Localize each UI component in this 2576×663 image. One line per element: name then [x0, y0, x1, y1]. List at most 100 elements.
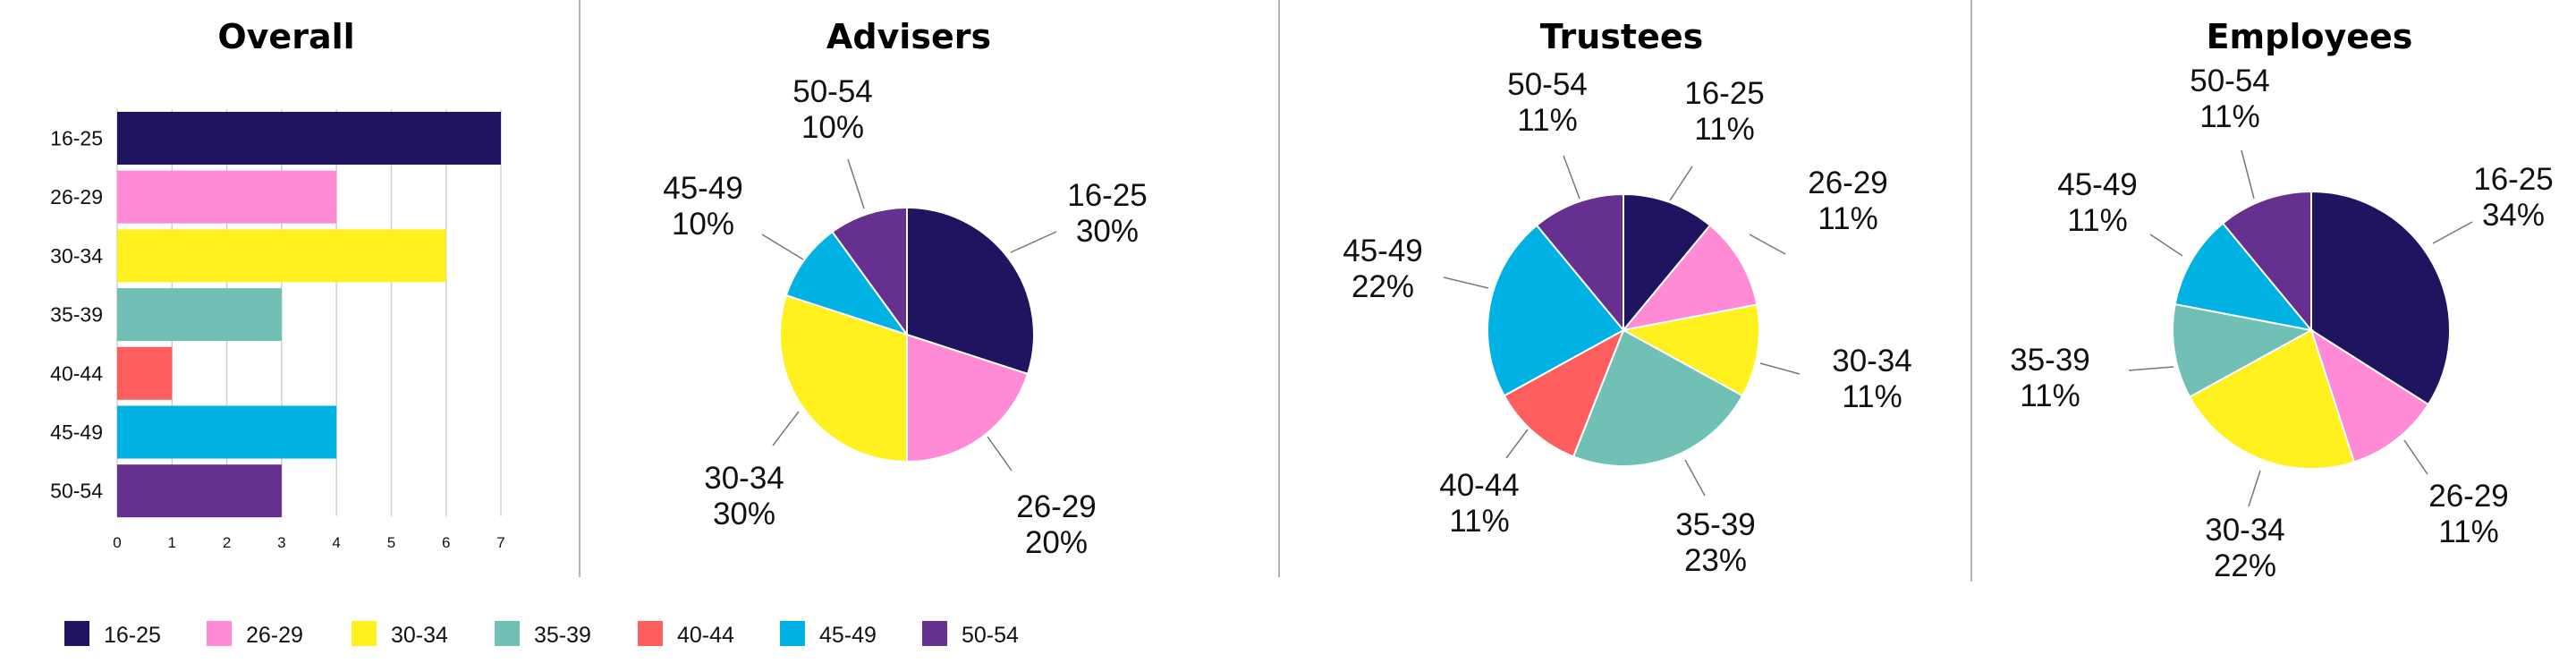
x-tick-label: 1 — [168, 534, 176, 551]
pie-slice-50-54 — [831, 206, 908, 338]
leader-line — [1749, 234, 1786, 255]
bar-30-34 — [117, 229, 446, 283]
legend-label: 40-44 — [677, 623, 734, 648]
slice-value-label: 20% — [1025, 525, 1088, 560]
pie-slice-16-25 — [906, 206, 1035, 376]
legend-label: 50-54 — [962, 623, 1019, 648]
trustees-pie-chart: Trustees16-2511%26-2911%30-3411%35-3923%… — [1343, 17, 1912, 578]
slice-label: 35-39 — [1675, 507, 1756, 542]
x-tick-label: 6 — [442, 534, 450, 551]
slice-value-label: 11% — [2067, 203, 2127, 238]
legend-swatch-40-44 — [638, 621, 663, 646]
legend-swatch-30-34 — [352, 621, 377, 646]
y-tick-label: 26-29 — [50, 185, 103, 208]
bar-26-29 — [117, 170, 337, 224]
pie-slice-26-29 — [2309, 327, 2430, 463]
slice-value-label: 30% — [1076, 214, 1139, 249]
slice-label: 30-34 — [1832, 344, 1912, 378]
slice-value-label: 30% — [713, 497, 775, 531]
slice-label: 30-34 — [704, 461, 784, 496]
leader-line — [2248, 470, 2261, 507]
slice-label: 50-54 — [792, 74, 873, 109]
leader-line — [772, 411, 800, 446]
legend-label: 30-34 — [391, 623, 448, 648]
leader-line — [1684, 459, 1706, 497]
x-tick-label: 2 — [223, 534, 231, 551]
pie-slice-45-49 — [1487, 224, 1625, 397]
bar-16-25 — [117, 112, 501, 165]
slice-value-label: 10% — [672, 207, 734, 242]
legend-swatch-26-29 — [207, 621, 232, 646]
slice-label: 26-29 — [1016, 489, 1097, 524]
slice-value-label: 11% — [2438, 514, 2498, 549]
slice-value-label: 11% — [1449, 504, 1509, 539]
slice-label: 26-29 — [2428, 479, 2509, 514]
chart-title: Employees — [2207, 17, 2413, 56]
slice-value-label: 10% — [801, 110, 864, 145]
x-tick-label: 5 — [387, 534, 395, 551]
legend-swatch-50-54 — [922, 621, 947, 646]
slice-label: 26-29 — [1808, 166, 1888, 200]
y-tick-label: 35-39 — [50, 303, 103, 327]
legend-label: 26-29 — [246, 623, 303, 648]
slice-label: 45-49 — [2057, 167, 2138, 202]
advisers-pie-chart: Advisers16-2530%26-2920%30-3430%45-4910%… — [663, 17, 1148, 560]
leader-line — [761, 234, 804, 260]
y-tick-label: 30-34 — [50, 244, 103, 268]
pie-slice-35-39 — [1572, 328, 1744, 467]
leader-line — [1010, 231, 1057, 253]
legend-label: 16-25 — [104, 623, 161, 648]
leader-line — [2241, 149, 2255, 200]
slice-value-label: 11% — [1694, 112, 1754, 147]
x-tick-label: 4 — [332, 534, 340, 551]
leader-line — [2149, 234, 2183, 257]
chart-title: Advisers — [826, 17, 991, 56]
leader-line — [2128, 366, 2174, 371]
employees-pie-chart: Employees16-2534%26-2911%30-3422%35-3911… — [2010, 17, 2554, 583]
slice-value-label: 11% — [1517, 103, 1577, 138]
leader-line — [2432, 221, 2473, 244]
chart-title: Overall — [217, 17, 354, 56]
pie-slice-30-34 — [2188, 328, 2356, 470]
slice-label: 16-25 — [1067, 178, 1148, 213]
chart-title: Trustees — [1540, 17, 1704, 56]
pie-slice-30-34 — [779, 293, 908, 463]
bar-45-49 — [117, 405, 337, 459]
pie-slice-45-49 — [784, 230, 910, 336]
slice-value-label: 23% — [1684, 543, 1747, 578]
y-tick-label: 16-25 — [50, 127, 103, 150]
slice-value-label: 22% — [2214, 548, 2276, 583]
x-tick-label: 3 — [277, 534, 285, 551]
legend-swatch-16-25 — [64, 621, 89, 646]
bar-50-54 — [117, 464, 282, 518]
pie-slice-35-39 — [2172, 302, 2314, 399]
pie-slice-50-54 — [1535, 192, 1624, 333]
slice-label: 16-25 — [1684, 76, 1765, 111]
slice-label: 45-49 — [663, 171, 743, 206]
slice-value-label: 11% — [2020, 378, 2080, 413]
leader-line — [847, 158, 865, 209]
x-tick-label: 7 — [496, 534, 504, 551]
pie-slice-30-34 — [1621, 303, 1761, 397]
legend: 16-25 26-29 30-34 35-39 40-44 45-49 50-54 — [64, 621, 1019, 648]
leader-line — [1443, 276, 1489, 289]
y-tick-label: 40-44 — [50, 361, 103, 385]
leader-line — [1563, 155, 1580, 200]
pie-slice-50-54 — [2221, 190, 2312, 333]
slice-label: 50-54 — [1507, 67, 1588, 102]
slice-value-label: 11% — [2199, 99, 2259, 134]
pie-slice-26-29 — [906, 333, 1030, 463]
slice-label: 16-25 — [2473, 162, 2554, 197]
slice-value-label: 22% — [1352, 269, 1414, 304]
slice-label: 40-44 — [1439, 468, 1520, 503]
slice-label: 30-34 — [2205, 513, 2285, 548]
slice-label: 50-54 — [2190, 64, 2270, 98]
overall-bar-chart: Overall 0 1 2 3 4 5 6 7 16-25 26-29 30-34 35-39 40-44… — [50, 17, 505, 551]
x-tick-label: 0 — [113, 534, 121, 551]
legend-swatch-35-39 — [495, 621, 520, 646]
slice-value-label: 34% — [2482, 198, 2545, 233]
pie-slice-26-29 — [1621, 224, 1758, 332]
leader-line — [1505, 429, 1529, 459]
leader-line — [1669, 166, 1693, 201]
